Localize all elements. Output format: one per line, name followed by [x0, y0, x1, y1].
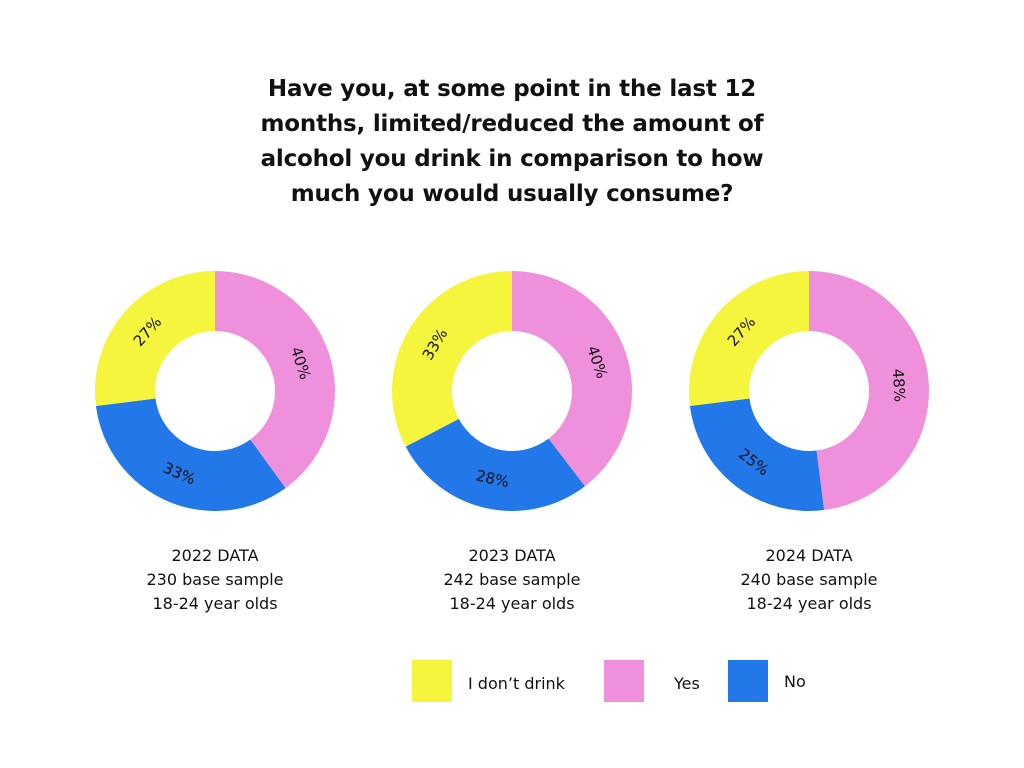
slice-2022-yes	[215, 271, 336, 489]
caption-2024-sample: 240 base sample	[740, 570, 878, 589]
title-line-3: alcohol you drink in comparison to how	[260, 146, 764, 172]
title-line-2: months, limited/reduced the amount of	[260, 111, 764, 137]
slice-2024-yes	[809, 271, 930, 511]
caption-2023-sample: 242 base sample	[443, 570, 581, 589]
label-2024-yes: 48%	[889, 368, 909, 402]
caption-2023-age: 18-24 year olds	[449, 594, 575, 613]
caption-2024: 2024 DATA 240 base sample 18-24 year old…	[699, 544, 919, 616]
caption-2022-age: 18-24 year olds	[152, 594, 278, 613]
title-line-4: much you would usually consume?	[290, 181, 734, 207]
caption-2022-sample: 230 base sample	[146, 570, 284, 589]
slice-2024-i-don-t-drink	[689, 271, 809, 407]
caption-2022-year: 2022 DATA	[171, 546, 259, 565]
slice-2023-yes	[512, 271, 632, 487]
title-line-1: Have you, at some point in the last 12	[267, 76, 757, 102]
slice-2022-no	[95, 398, 286, 512]
slice-2023-i-don-t-drink	[392, 271, 512, 447]
slice-2022-i-don-t-drink	[95, 271, 215, 407]
caption-2023: 2023 DATA 242 base sample 18-24 year old…	[402, 544, 622, 616]
caption-2024-age: 18-24 year olds	[746, 594, 872, 613]
slice-2023-no	[405, 418, 585, 511]
slice-2024-no	[689, 398, 825, 512]
caption-2023-year: 2023 DATA	[468, 546, 556, 565]
caption-2024-year: 2024 DATA	[765, 546, 853, 565]
chart-title: Have you, at some point in the last 12 m…	[212, 72, 812, 212]
caption-2022: 2022 DATA 230 base sample 18-24 year old…	[105, 544, 325, 616]
